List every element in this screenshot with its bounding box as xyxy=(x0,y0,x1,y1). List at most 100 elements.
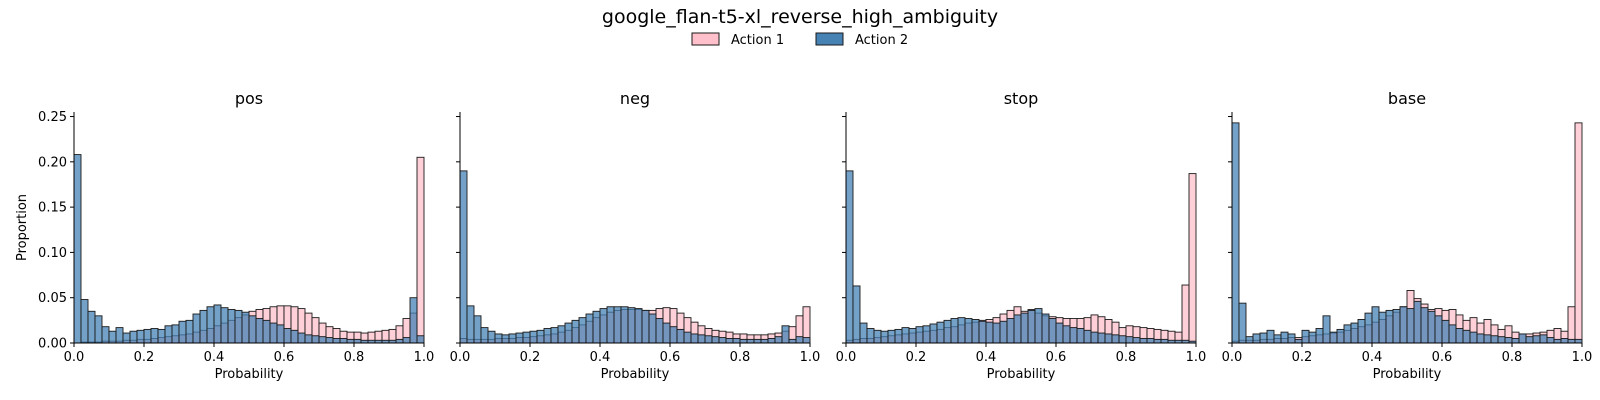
histogram-bar xyxy=(852,285,861,344)
histogram-bar xyxy=(1083,329,1092,344)
histogram-bar xyxy=(1111,334,1120,344)
histogram-bar xyxy=(1231,122,1240,344)
series-action-1 xyxy=(80,156,425,344)
histogram-bar xyxy=(901,327,910,344)
histogram-bar xyxy=(416,156,425,344)
histogram-bar xyxy=(746,338,755,344)
histogram-bar xyxy=(332,338,341,344)
histogram-bar xyxy=(178,320,187,344)
histogram-bar xyxy=(325,337,334,344)
y-tick-label: 0.10 xyxy=(38,246,67,261)
histogram-bar xyxy=(73,154,82,344)
series-action-2 xyxy=(459,170,811,344)
histogram-bar xyxy=(1469,331,1478,344)
histogram-bar xyxy=(1399,306,1408,344)
histogram-bar xyxy=(641,309,650,344)
histogram-bar xyxy=(1090,331,1099,344)
histogram-bar xyxy=(1525,336,1534,344)
x-tick-label: 1.0 xyxy=(1186,350,1207,365)
x-tick-label: 0.0 xyxy=(1222,350,1243,365)
histogram-bar xyxy=(1013,314,1022,344)
histogram-bar xyxy=(936,321,945,344)
histogram-bar xyxy=(1448,324,1457,344)
histogram-bar xyxy=(171,324,180,344)
histogram-bar xyxy=(669,326,678,344)
histogram-bar xyxy=(795,336,804,344)
histogram-bar xyxy=(866,328,875,344)
histogram-bar xyxy=(1294,338,1303,344)
histogram-bar xyxy=(999,320,1008,344)
histogram-bar xyxy=(536,329,545,344)
histogram-bar xyxy=(711,336,720,344)
histogram-bar xyxy=(957,317,966,344)
histogram-bar xyxy=(1252,333,1261,344)
histogram-bar xyxy=(1511,338,1520,344)
histogram-bar xyxy=(1378,311,1387,344)
histogram-bar xyxy=(255,318,264,344)
histogram-bar xyxy=(143,328,152,344)
histogram-bar xyxy=(1364,312,1373,344)
histogram-bar xyxy=(220,307,229,344)
histogram-bar xyxy=(690,333,699,344)
x-axis-label: Probability xyxy=(1373,367,1442,382)
x-tick-label: 0.2 xyxy=(1292,350,1313,365)
histogram-bar xyxy=(922,325,931,344)
histogram-bar xyxy=(767,338,776,344)
histogram-bar xyxy=(1490,335,1499,344)
subplot-base: 0.0 0.2 0.4 0.6 0.8 1.0 base Probability xyxy=(1222,89,1593,382)
y-tick-label: 0.20 xyxy=(38,155,67,170)
y-tick-label: 0.05 xyxy=(38,291,67,306)
histogram-bar xyxy=(585,313,594,344)
histogram-bar xyxy=(192,313,201,344)
histogram-bar xyxy=(1553,338,1562,344)
x-tick-label: 0.6 xyxy=(274,350,295,365)
histogram-bar xyxy=(599,308,608,344)
histogram-bar xyxy=(1125,336,1134,344)
subplot-title: pos xyxy=(235,89,263,108)
x-tick-label: 0.2 xyxy=(906,350,927,365)
y-tick-label: 0.15 xyxy=(38,201,67,216)
histogram-bar xyxy=(459,170,468,344)
histogram-bar xyxy=(227,309,236,344)
histogram-bar xyxy=(1574,122,1583,344)
histogram-bar xyxy=(248,315,257,344)
histogram-bar xyxy=(395,338,404,344)
histogram-bar xyxy=(1406,308,1415,344)
histogram-bar xyxy=(1062,325,1071,344)
histogram-bar xyxy=(943,319,952,344)
histogram-bar xyxy=(739,338,748,344)
histogram-bar xyxy=(697,334,706,344)
histogram-bar xyxy=(1434,315,1443,344)
histogram-bar xyxy=(94,315,103,344)
histogram-bar xyxy=(753,338,762,344)
histogram-bar xyxy=(683,331,692,344)
histogram-bar xyxy=(234,309,243,344)
histogram-bar xyxy=(185,319,194,344)
x-tick-label: 0.8 xyxy=(730,350,751,365)
histogram-bar xyxy=(1518,333,1527,344)
histogram-bar xyxy=(1188,173,1197,344)
x-tick-label: 0.6 xyxy=(660,350,681,365)
histogram-bar xyxy=(276,324,285,344)
x-tick-label: 1.0 xyxy=(1572,350,1593,365)
histogram-bar xyxy=(592,310,601,344)
histogram-bar xyxy=(1273,334,1282,344)
histogram-bar xyxy=(297,332,306,344)
histogram-bar xyxy=(1006,318,1015,344)
histogram-bar xyxy=(760,338,769,344)
histogram-bar xyxy=(1532,335,1541,344)
x-tick-label: 0.0 xyxy=(836,350,857,365)
histogram-bar xyxy=(1097,332,1106,344)
histogram-bar xyxy=(880,330,889,344)
histogram-bar xyxy=(1385,309,1394,344)
x-tick-label: 0.0 xyxy=(450,350,471,365)
histogram-bar xyxy=(1160,338,1169,344)
histogram-bar xyxy=(543,328,552,344)
subplots: 0.0 0.2 0.4 0.6 0.8 1.0 0.00 0.05 0.10 0.15 0.20 0.… xyxy=(15,89,1592,382)
histogram-bar xyxy=(978,320,987,344)
histogram-bar xyxy=(908,328,917,344)
histogram-bar xyxy=(1546,337,1555,344)
histogram-bar xyxy=(1567,338,1576,344)
x-tick-label: 0.8 xyxy=(1502,350,1523,365)
histogram-bar xyxy=(1574,338,1583,344)
